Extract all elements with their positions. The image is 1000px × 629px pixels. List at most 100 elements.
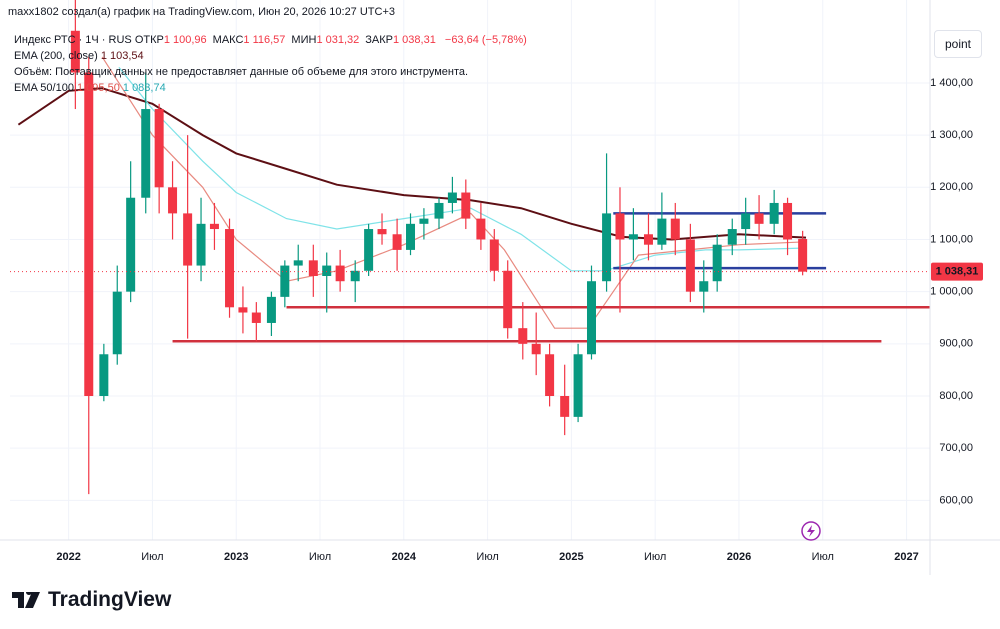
candle-body: [238, 307, 248, 313]
candle-body: [392, 234, 402, 250]
candle-body: [335, 265, 345, 282]
y-tick-label: 600,00: [939, 494, 973, 506]
candle-body: [741, 213, 751, 230]
candle-body: [168, 187, 178, 214]
candle-body: [798, 238, 808, 272]
candle-body: [503, 270, 513, 329]
indicator-label[interactable]: EMA 50/100: [14, 82, 74, 94]
candle-body: [545, 354, 555, 396]
last-price-box: [931, 262, 983, 281]
y-tick-label: 800,00: [939, 390, 973, 402]
candle-body: [99, 354, 109, 396]
candle-body: [643, 234, 653, 245]
candle-body: [350, 270, 360, 282]
candle-body: [628, 234, 638, 240]
x-tick-label: Июл: [476, 551, 498, 563]
candle-body: [84, 72, 94, 397]
x-tick-label: Июл: [644, 551, 666, 563]
x-tick-label: 2027: [894, 551, 918, 563]
event-icon-bolt: [807, 525, 815, 537]
event-icon[interactable]: [801, 521, 821, 541]
ohlc-label: МАКС: [212, 34, 244, 46]
logo: TradingView: [12, 588, 171, 612]
y-tick-label: 700,00: [939, 442, 973, 454]
header: maxx1802 создал(а) график на TradingView…: [8, 6, 396, 18]
y-tick-label: 1 300,00: [930, 129, 973, 141]
legend-row: Объём: Поставщик данных не предоставляет…: [14, 64, 468, 80]
last-price-label: 1 038,31: [936, 266, 979, 278]
x-tick-label: 2022: [56, 551, 80, 563]
candle-body: [602, 213, 612, 282]
candle-body: [560, 396, 570, 417]
candle-body: [251, 312, 261, 323]
grid: [10, 0, 930, 540]
candle-body: [685, 239, 695, 292]
candle-body: [225, 229, 235, 308]
indicator-value: 1 083,74: [122, 82, 166, 94]
ohlc: ОТКР1 100,96 МАКС1 116,57 МИН1 031,32 ЗАКР1…: [135, 34, 442, 46]
point-button[interactable]: point: [934, 30, 982, 58]
candle-body: [518, 328, 528, 344]
ohlc-label: ЗАКР: [365, 34, 393, 46]
candle-body: [183, 213, 193, 266]
candle-body: [657, 218, 667, 245]
ohlc-value: 1 116,57: [243, 34, 286, 46]
candle-body: [280, 265, 290, 297]
y-tick-label: 1 400,00: [930, 77, 973, 89]
candle-body: [476, 218, 486, 240]
plot: [10, 0, 930, 495]
candle-body: [670, 218, 680, 240]
candle-body: [712, 244, 722, 282]
candle-body: [573, 354, 583, 417]
volume-note: Объём: Поставщик данных не предоставляет…: [14, 66, 469, 78]
x-tick-label: 2026: [727, 551, 751, 563]
x-tick-label: 2025: [559, 551, 583, 563]
x-tick-label: Июл: [812, 551, 834, 563]
candle-body: [531, 343, 541, 355]
axes: 600,00 700,00 800,00 900,00 1 000,00 1 100,00…: [56, 77, 983, 563]
candle-body: [141, 109, 151, 198]
ohlc-value: 1 038,31: [393, 34, 436, 46]
y-tick-label: 1 000,00: [930, 286, 973, 298]
y-tick-label: 1 200,00: [930, 181, 973, 193]
candle-body: [754, 213, 764, 224]
candle-body: [727, 229, 737, 245]
ohlc-value: 1 100,96: [163, 34, 207, 46]
candle-body: [419, 218, 429, 224]
legend-row: Индекс РТС · 1Ч · RUS ОТКР1 100,96 МАКС1 …: [14, 32, 527, 48]
candle-body: [196, 223, 206, 266]
ohlc-label: МИН: [291, 34, 317, 46]
logo-icon: [12, 592, 40, 608]
legend-row: EMA 50/100 1 095,50 1 083,74: [14, 80, 166, 96]
candle-body: [209, 223, 219, 230]
candle-body: [615, 213, 625, 240]
ema-line: [118, 66, 807, 272]
x-tick-label: Июл: [141, 551, 163, 563]
candle-body: [699, 281, 709, 292]
candle-body: [377, 229, 387, 235]
change: −63,64 (−5,78%): [444, 34, 527, 46]
ohlc-value: 1 031,32: [316, 34, 360, 46]
candle-body: [489, 239, 499, 271]
indicator-value: 1 103,54: [100, 50, 144, 62]
candle-body: [112, 291, 122, 355]
y-tick-label: 900,00: [939, 338, 973, 350]
candle-body: [406, 223, 416, 250]
candle-body: [322, 265, 332, 276]
candle-body: [434, 202, 444, 219]
legend-row: EMA (200, close) 1 103,54: [14, 48, 144, 64]
ohlc-label: ОТКР: [134, 34, 164, 46]
candle-body: [783, 202, 793, 240]
candle-body: [461, 192, 471, 219]
candle-body: [293, 260, 303, 266]
symbol[interactable]: Индекс РТС · 1Ч · RUS: [14, 34, 132, 46]
candle-body: [266, 296, 276, 323]
candle-body: [70, 30, 80, 73]
logo-text: TradingView: [48, 588, 172, 611]
y-tick-label: 1 100,00: [930, 233, 973, 245]
candle-body: [769, 202, 779, 224]
candle-body: [586, 281, 596, 355]
candle-body: [154, 109, 164, 188]
indicator-label[interactable]: EMA (200, close): [14, 50, 98, 62]
